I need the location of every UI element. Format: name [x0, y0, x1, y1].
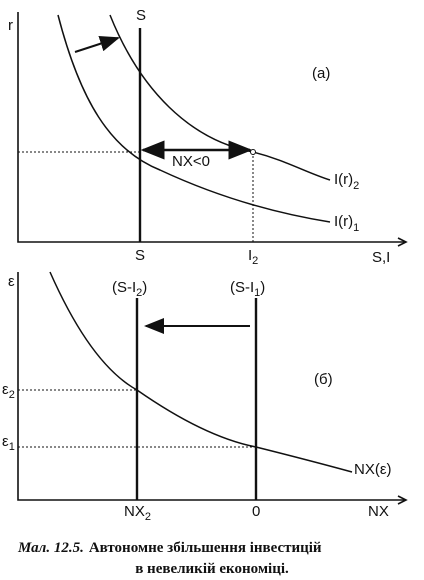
y-tick-label: ε1	[2, 433, 15, 453]
label-post: )	[142, 279, 147, 296]
caption: Мал. 12.5. Автономне збільшення інвестиці…	[17, 540, 322, 556]
label-sub: 2	[252, 255, 258, 267]
curve-label: I(r)2	[334, 171, 359, 192]
y-tick-label: ε2	[2, 381, 15, 401]
axes	[17, 12, 405, 243]
label-sub: 2	[9, 389, 15, 401]
panel-label: (a)	[312, 65, 330, 82]
label-sub: 2	[136, 287, 142, 299]
arrow-label: NX<0	[172, 153, 210, 170]
x-tick-label: I2	[248, 247, 258, 267]
saving-label: S	[136, 7, 146, 24]
label-base: I(r)	[334, 213, 353, 230]
caption-line: в невеликій економіці.	[135, 561, 289, 577]
label-post: )	[260, 279, 265, 296]
panel-b: ε (S-I2) (S-I1) (б) ε2 ε1 NX(ε) NX2 0 NX	[2, 271, 408, 523]
label-base: (S-I	[230, 279, 254, 296]
label-sub: 2	[145, 511, 151, 523]
label-base: ε	[2, 433, 9, 450]
label-sub: 1	[9, 441, 15, 453]
x-tick-label: NX2	[124, 503, 151, 523]
label-sub: 1	[353, 222, 359, 234]
x-axis-label: NX	[368, 503, 389, 520]
line-label: (S-I1)	[230, 279, 265, 299]
investment-curve-1	[57, 14, 331, 223]
label-base: I(r)	[334, 171, 353, 188]
axis-arrow	[397, 495, 408, 505]
panel-a: r S (a) NX<0 I(r)2 I(r)1 S I2 S,I	[8, 7, 408, 267]
curve-label: I(r)1	[334, 213, 359, 234]
caption-text: Автономне збільшення інвестицій	[89, 540, 322, 556]
x-tick-label: 0	[252, 503, 260, 520]
label-sub: 2	[353, 180, 359, 192]
label-base: NX	[124, 503, 145, 520]
nx-curve	[49, 271, 353, 473]
axis-arrow	[397, 237, 408, 247]
y-axis-label: ε	[8, 273, 15, 290]
point	[250, 149, 256, 155]
curve-label: NX(ε)	[354, 461, 392, 478]
label-base: ε	[2, 381, 9, 398]
line-label: (S-I2)	[112, 279, 147, 299]
x-axis-label: S,I	[372, 249, 390, 266]
label-base: I	[248, 247, 252, 264]
shift-arrow	[74, 35, 120, 53]
label-sub: 1	[254, 287, 260, 299]
investment-curve-2	[109, 14, 331, 181]
panel-label: (б)	[314, 371, 333, 388]
axes	[17, 272, 405, 501]
x-tick-label: S	[135, 247, 145, 264]
caption-number: Мал. 12.5.	[17, 540, 84, 556]
label-base: (S-I	[112, 279, 136, 296]
y-axis-label: r	[8, 17, 13, 34]
